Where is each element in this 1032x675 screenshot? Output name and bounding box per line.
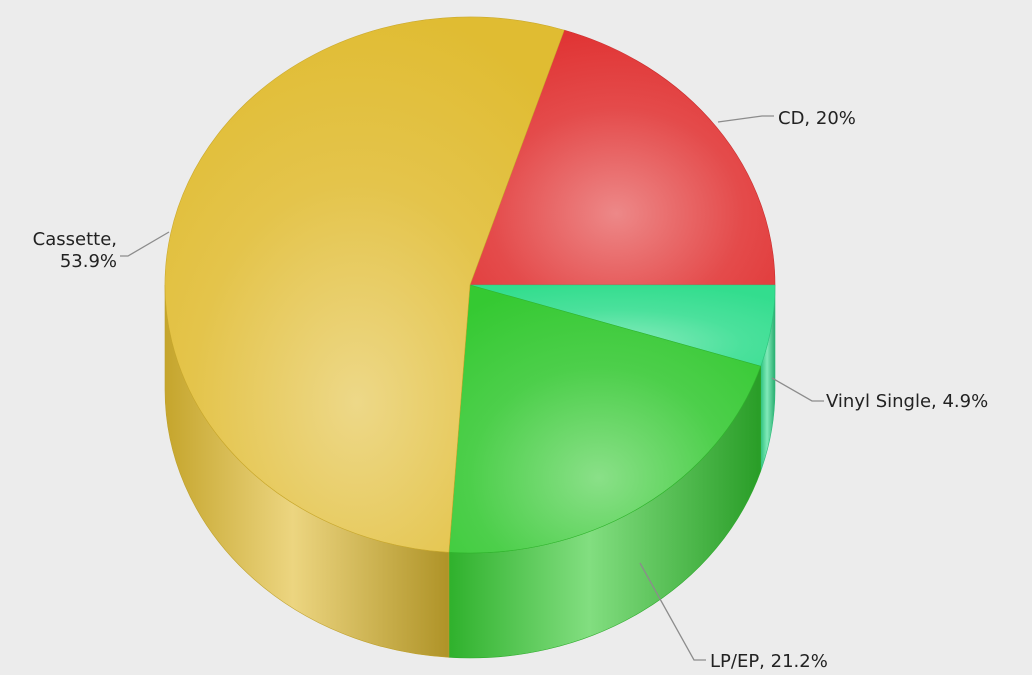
slice-label-vinyl-single: Vinyl Single, 4.9%	[826, 391, 988, 412]
pie-slice-cd	[469, 29, 776, 286]
pie-top	[164, 16, 776, 554]
slice-label-lp-ep: LP/EP, 21.2%	[710, 651, 828, 672]
pie-slice-cassette	[164, 16, 565, 553]
slice-label-cd: CD, 20%	[778, 108, 856, 129]
leader-line-cassette	[120, 231, 170, 257]
slice-label-cassette: Cassette, 53.9%	[33, 229, 117, 272]
pie-labels: CD, 20% Vinyl Single, 4.9% LP/EP, 21.2% Cas…	[33, 108, 989, 672]
pie-slice-lp-ep	[448, 284, 762, 554]
leader-line-cd	[717, 115, 774, 123]
leader-line-vinyl-single	[771, 377, 824, 402]
leader-line-lp-ep	[639, 562, 706, 661]
